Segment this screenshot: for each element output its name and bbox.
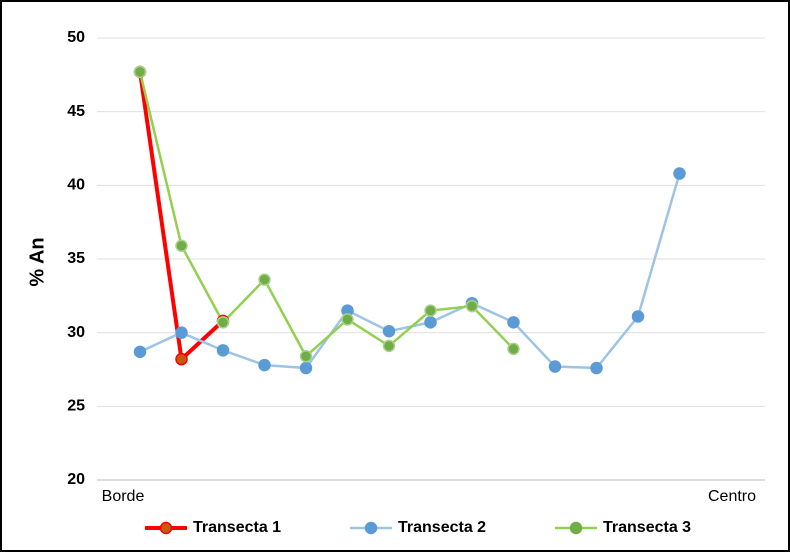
- legend-label: Transecta 1: [193, 519, 281, 536]
- series-marker: [133, 65, 147, 79]
- series-marker: [673, 167, 686, 180]
- series-marker: [341, 313, 354, 326]
- y-tick-label: 20: [67, 471, 85, 488]
- y-tick-label: 45: [67, 103, 85, 120]
- series-marker: [424, 304, 437, 317]
- series-marker: [175, 326, 188, 339]
- y-axis-label: % An: [26, 237, 48, 286]
- series-marker: [299, 349, 313, 363]
- legend-marker: [159, 521, 173, 535]
- series-marker: [258, 273, 271, 286]
- series-marker: [424, 316, 437, 329]
- series-marker: [465, 299, 479, 313]
- x-start-label: Borde: [102, 488, 145, 505]
- series-marker: [299, 361, 313, 375]
- series-marker: [258, 358, 271, 372]
- series-marker: [548, 360, 562, 373]
- series-marker: [631, 310, 645, 323]
- x-end-label: Centro: [708, 488, 756, 505]
- series-line: [138, 71, 515, 358]
- y-tick-label: 25: [67, 398, 85, 415]
- series-marker: [507, 342, 520, 356]
- legend-label: Transecta 2: [398, 519, 486, 536]
- series-marker: [590, 361, 603, 375]
- series-marker: [382, 324, 396, 338]
- series-marker: [507, 316, 520, 329]
- series-marker: [175, 239, 188, 252]
- series-marker: [216, 316, 230, 329]
- y-tick-label: 40: [67, 177, 85, 194]
- legend-label: Transecta 3: [603, 519, 691, 536]
- y-tick-label: 30: [67, 324, 85, 341]
- y-tick-label: 35: [67, 250, 85, 267]
- legend-marker: [364, 521, 378, 535]
- series-marker: [133, 345, 147, 359]
- y-tick-label: 50: [67, 29, 85, 46]
- series-marker: [382, 339, 396, 353]
- series-marker: [175, 352, 188, 366]
- legend-marker: [569, 521, 583, 535]
- series-marker: [216, 344, 230, 357]
